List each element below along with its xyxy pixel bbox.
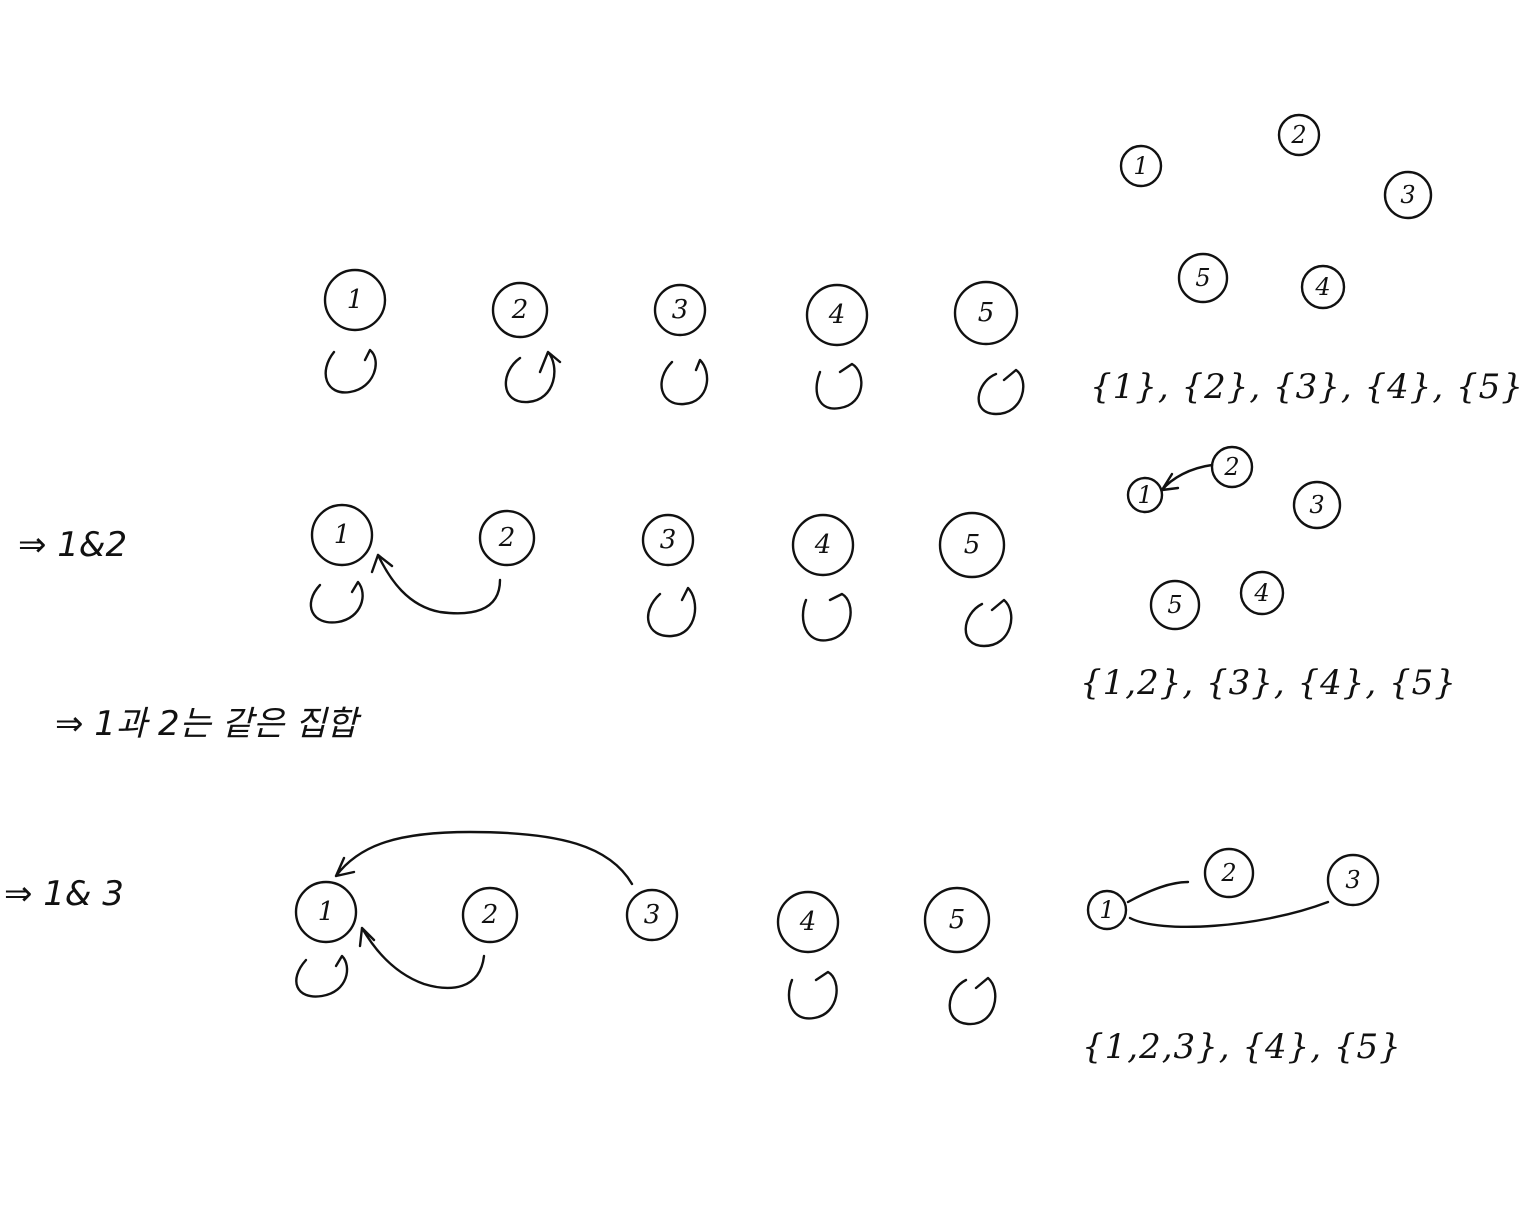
svg-text:5: 5 (964, 530, 981, 560)
row2-graph-node-3: 3 (1292, 480, 1342, 530)
svg-text:2: 2 (481, 900, 499, 930)
row2-graph-node-1: 1 (1126, 476, 1164, 514)
row1-graph-node-3: 3 (1383, 170, 1433, 220)
row1-graph-node-5: 5 (1177, 252, 1229, 304)
row-3: ⇒ 1& 3 1 2 3 4 5 1 (4, 830, 1402, 1067)
row3-graph-node-1: 1 (1086, 889, 1128, 931)
row2-graph-node-2: 2 (1210, 445, 1254, 489)
row2-edge-2-to-1 (370, 553, 502, 615)
row3-self-loop-5 (948, 976, 997, 1026)
svg-text:4: 4 (1253, 579, 1269, 607)
row3-graph-edge-1-2 (1126, 880, 1190, 904)
row1-graph-node-2: 2 (1277, 113, 1321, 157)
row3-graph-node-2: 2 (1203, 847, 1255, 899)
svg-text:1: 1 (334, 520, 351, 550)
svg-text:3: 3 (1400, 181, 1415, 209)
row3-step-label: ⇒ 1& 3 (4, 874, 124, 914)
svg-text:1: 1 (318, 897, 335, 927)
row1-self-loop-3 (660, 358, 709, 406)
row3-node-2: 2 (461, 886, 519, 944)
row3-self-loop-1 (295, 954, 349, 998)
svg-text:3: 3 (672, 295, 689, 325)
row2-graph-node-5: 5 (1149, 579, 1201, 631)
svg-text:1: 1 (1099, 896, 1114, 924)
svg-text:3: 3 (1345, 866, 1360, 894)
svg-text:3: 3 (1309, 491, 1324, 519)
row1-node-2: 2 (491, 281, 549, 339)
row2-node-1: 1 (310, 503, 374, 567)
row1-node-3: 3 (653, 283, 707, 337)
row3-self-loop-4 (787, 970, 838, 1020)
row3-graph: 1 2 3 (1086, 847, 1380, 931)
svg-text:5: 5 (1167, 591, 1182, 619)
svg-text:1: 1 (1137, 481, 1152, 509)
row3-graph-node-3: 3 (1326, 853, 1380, 907)
row2-graph-edge-2-1 (1160, 463, 1214, 492)
row2-self-loop-4 (801, 592, 852, 642)
svg-text:5: 5 (949, 905, 966, 935)
row-1: 1 2 3 4 5 1 (323, 113, 1522, 416)
row2-node-2: 2 (478, 509, 536, 567)
svg-text:2: 2 (1290, 121, 1306, 149)
row1-self-loop-5 (977, 368, 1025, 416)
svg-text:4: 4 (828, 300, 846, 330)
row1-self-loop-4 (815, 362, 863, 410)
row2-self-loop-5 (964, 598, 1013, 648)
row2-node-3: 3 (641, 513, 695, 567)
row3-node-1: 1 (294, 880, 358, 944)
row2-graph-node-4: 4 (1239, 570, 1285, 616)
row1-self-loop-1 (324, 348, 377, 394)
row2-self-loop-3 (647, 586, 697, 638)
svg-text:5: 5 (1195, 264, 1210, 292)
row1-node-4: 4 (805, 283, 869, 347)
row1-graph: 1 2 3 4 5 (1119, 113, 1433, 310)
svg-text:3: 3 (644, 900, 661, 930)
svg-text:4: 4 (799, 907, 817, 937)
row2-note: ⇒ 1과 2는 같은 집합 (55, 704, 362, 744)
row1-node-1: 1 (323, 268, 387, 332)
svg-text:2: 2 (498, 523, 516, 553)
row1-set-text: {1}, {2}, {3}, {4}, {5} (1090, 367, 1522, 407)
row1-self-loop-2 (504, 350, 562, 404)
row3-graph-edge-1-3 (1128, 900, 1330, 928)
row3-set-text: {1,2,3}, {4}, {5} (1082, 1027, 1402, 1067)
row1-node-5: 5 (953, 280, 1019, 346)
row1-graph-node-1: 1 (1119, 144, 1163, 188)
svg-text:3: 3 (660, 525, 677, 555)
row2-graph: 1 2 3 4 5 (1126, 445, 1342, 631)
row3-edge-2-to-1 (358, 926, 486, 990)
row2-node-5: 5 (938, 511, 1006, 579)
row-2: ⇒ 1&2 1 2 3 4 5 1 (18, 445, 1457, 744)
row3-node-3: 3 (625, 888, 679, 942)
svg-text:1: 1 (347, 285, 364, 315)
svg-text:1: 1 (1133, 152, 1148, 180)
svg-text:4: 4 (814, 530, 832, 560)
svg-text:5: 5 (978, 298, 995, 328)
svg-text:4: 4 (1314, 273, 1330, 301)
row2-node-4: 4 (791, 513, 855, 577)
svg-text:2: 2 (511, 295, 529, 325)
row2-set-text: {1,2}, {3}, {4}, {5} (1080, 663, 1457, 703)
row2-self-loop-1 (309, 580, 364, 624)
row3-edge-3-to-1 (334, 830, 634, 886)
row3-node-5: 5 (923, 886, 991, 954)
row1-graph-node-4: 4 (1300, 264, 1346, 310)
row3-node-4: 4 (776, 890, 840, 954)
row2-step-label: ⇒ 1&2 (18, 525, 127, 565)
svg-text:2: 2 (1220, 859, 1236, 887)
svg-text:2: 2 (1223, 453, 1239, 481)
